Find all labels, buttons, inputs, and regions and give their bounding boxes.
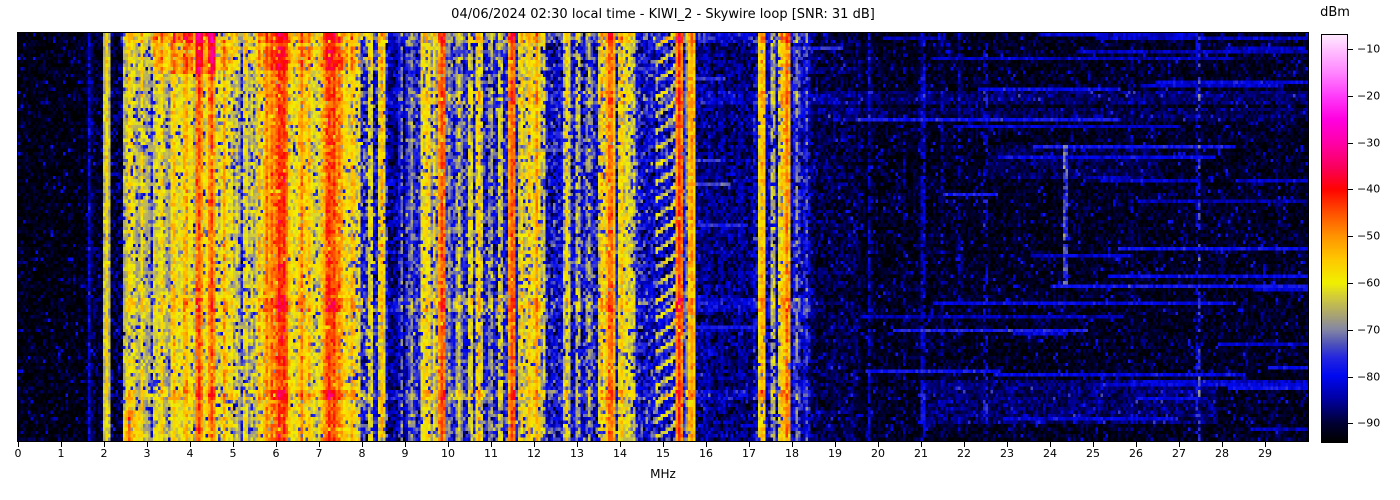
x-tick <box>663 442 664 447</box>
x-tick-label: 28 <box>1215 447 1229 460</box>
x-tick-label: 4 <box>186 447 194 460</box>
x-tick <box>792 442 793 447</box>
x-tick-label: 3 <box>143 447 151 460</box>
x-tick-label: 10 <box>441 447 455 460</box>
x-tick <box>878 442 879 447</box>
colorbar-tick <box>1348 236 1353 238</box>
x-tick <box>362 442 363 447</box>
colorbar-tick <box>1348 95 1353 97</box>
colorbar-tick <box>1348 376 1353 378</box>
x-tick-label: 15 <box>656 447 670 460</box>
colorbar-tick <box>1348 423 1353 425</box>
x-tick <box>147 442 148 447</box>
x-tick <box>835 442 836 447</box>
x-tick <box>319 442 320 447</box>
colorbar-canvas <box>1322 35 1347 442</box>
x-tick <box>1222 442 1223 447</box>
x-tick <box>1179 442 1180 447</box>
x-tick <box>276 442 277 447</box>
spectrogram-plot <box>17 32 1309 442</box>
colorbar-tick-label: −90 <box>1357 416 1381 430</box>
x-tick <box>1136 442 1137 447</box>
x-tick <box>921 442 922 447</box>
x-tick-label: 16 <box>699 447 713 460</box>
colorbar-tick-label: −10 <box>1357 42 1381 56</box>
x-tick-label: 12 <box>527 447 541 460</box>
colorbar-tick-label: −50 <box>1357 229 1381 243</box>
x-tick-label: 7 <box>315 447 323 460</box>
x-tick-label: 14 <box>613 447 627 460</box>
colorbar-tick-label: −40 <box>1357 182 1381 196</box>
colorbar-tick-label: −60 <box>1357 276 1381 290</box>
x-tick-label: 6 <box>272 447 280 460</box>
x-tick-label: 11 <box>484 447 498 460</box>
x-tick <box>448 442 449 447</box>
x-tick <box>749 442 750 447</box>
x-tick <box>1050 442 1051 447</box>
x-tick-label: 26 <box>1129 447 1143 460</box>
x-tick <box>1265 442 1266 447</box>
x-tick <box>534 442 535 447</box>
x-tick <box>61 442 62 447</box>
colorbar-tick <box>1348 142 1353 144</box>
x-tick-label: 18 <box>785 447 799 460</box>
x-tick-label: 22 <box>957 447 971 460</box>
x-tick-label: 0 <box>14 447 22 460</box>
x-tick <box>1093 442 1094 447</box>
colorbar-tick-label: −80 <box>1357 370 1381 383</box>
x-tick-label: 13 <box>570 447 584 460</box>
x-tick <box>233 442 234 447</box>
x-tick-label: 5 <box>229 447 237 460</box>
spectrogram-canvas <box>18 33 1308 441</box>
x-tick <box>405 442 406 447</box>
colorbar-tick <box>1348 49 1353 51</box>
x-tick-label: 9 <box>401 447 409 460</box>
x-tick-label: 17 <box>742 447 756 460</box>
x-tick <box>104 442 105 447</box>
x-tick <box>577 442 578 447</box>
colorbar-tick-label: −70 <box>1357 323 1381 337</box>
x-tick-label: 2 <box>100 447 108 460</box>
x-axis-label: MHz <box>650 467 676 481</box>
x-tick-label: 8 <box>358 447 366 460</box>
x-tick <box>491 442 492 447</box>
x-tick <box>964 442 965 447</box>
x-tick-label: 19 <box>828 447 842 460</box>
x-tick <box>706 442 707 447</box>
x-tick-label: 23 <box>1000 447 1014 460</box>
x-tick <box>18 442 19 447</box>
colorbar <box>1321 34 1348 443</box>
x-tick-label: 27 <box>1172 447 1186 460</box>
x-tick-label: 24 <box>1043 447 1057 460</box>
x-tick-label: 21 <box>914 447 928 460</box>
colorbar-tick <box>1348 189 1353 191</box>
x-tick <box>620 442 621 447</box>
colorbar-tick <box>1348 329 1353 331</box>
x-tick-label: 25 <box>1086 447 1100 460</box>
colorbar-label: dBm <box>1320 5 1350 20</box>
colorbar-tick-label: −20 <box>1357 89 1381 103</box>
x-tick-label: 20 <box>871 447 885 460</box>
x-tick <box>190 442 191 447</box>
x-tick-label: 1 <box>57 447 65 460</box>
x-tick-label: 29 <box>1258 447 1272 460</box>
colorbar-tick-label: −30 <box>1357 136 1381 150</box>
colorbar-tick <box>1348 282 1353 284</box>
chart-title: 04/06/2024 02:30 local time - KIWI_2 - S… <box>451 7 875 22</box>
x-tick <box>1007 442 1008 447</box>
